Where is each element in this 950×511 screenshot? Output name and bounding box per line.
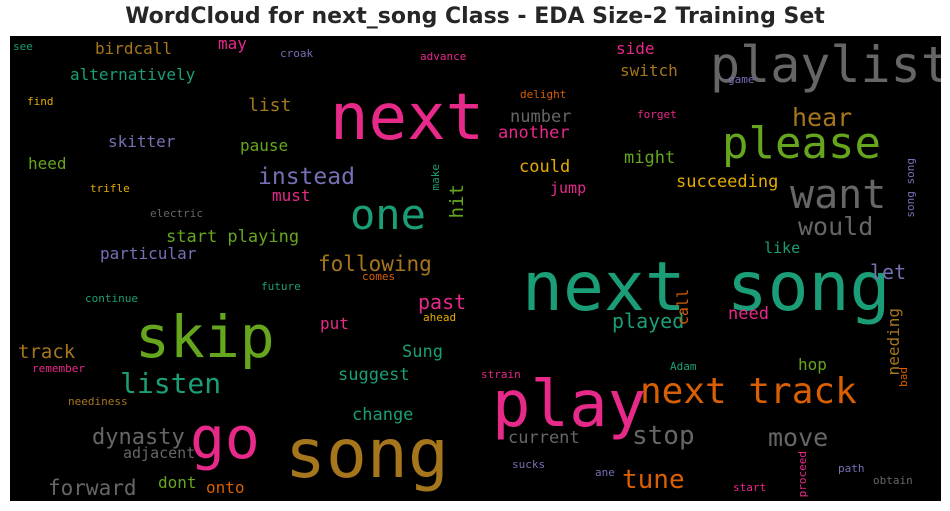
word-electric: electric <box>150 207 203 220</box>
word-particular: particular <box>100 244 197 263</box>
word-birdcall: birdcall <box>95 39 173 58</box>
word-next: next <box>330 81 485 155</box>
word-might: might <box>624 148 676 168</box>
word-must: must <box>272 186 311 205</box>
word-would: would <box>798 212 874 241</box>
word-one: one <box>350 190 426 239</box>
word-see: see <box>13 40 33 53</box>
word-stop: stop <box>632 421 695 451</box>
word-path: path <box>838 462 865 475</box>
word-instead: instead <box>258 164 355 190</box>
word-continue: continue <box>85 292 138 305</box>
word-next-song: next song <box>522 248 891 327</box>
word-ane: ane <box>595 466 615 479</box>
word-like: like <box>764 239 801 257</box>
word-played: played <box>612 309 685 333</box>
word-next-track: next track <box>640 371 857 412</box>
word-start: start <box>733 481 767 494</box>
word-number: number <box>510 107 572 127</box>
word-call: call <box>674 289 692 326</box>
word-game: game <box>728 73 755 86</box>
word-advance: advance <box>420 50 467 63</box>
word-skitter: skitter <box>108 132 176 151</box>
word-start-playing: start playing <box>166 227 300 247</box>
word-strain: strain <box>481 368 521 381</box>
word-skip: skip <box>135 303 275 371</box>
word-list: list <box>248 95 292 116</box>
word-need: need <box>728 304 769 324</box>
word-onto: onto <box>206 478 245 497</box>
word-croak: croak <box>280 47 314 60</box>
word-another: another <box>498 123 570 143</box>
word-please: please <box>722 118 881 169</box>
word-change: change <box>352 405 414 425</box>
word-make: make <box>429 164 442 191</box>
word-delight: delight <box>520 88 567 101</box>
word-past: past <box>418 290 467 314</box>
word-pause: pause <box>240 136 289 155</box>
word-sucks: sucks <box>512 458 546 471</box>
word-may: may <box>218 36 247 53</box>
word-song: song <box>285 415 449 494</box>
word-current: current <box>508 428 580 448</box>
word-sung: Sung <box>402 342 443 362</box>
word-proceed: proceed <box>796 451 809 498</box>
word-following: following <box>318 252 432 276</box>
word-trifle: trifle <box>90 182 130 195</box>
word-put: put <box>320 314 349 333</box>
word-comes: comes <box>362 270 396 283</box>
word-adjacent: adjacent <box>123 444 196 462</box>
word-remember: remember <box>32 362 85 375</box>
word-needing: needing <box>884 308 903 376</box>
word-hear: hear <box>792 103 853 132</box>
word-succeeding: succeeding <box>676 172 779 192</box>
word-song-song: song song <box>904 158 917 218</box>
word-want: want <box>790 172 887 218</box>
word-ahead: ahead <box>423 311 457 324</box>
word-suggest: suggest <box>338 365 410 385</box>
word-adam: Adam <box>670 360 697 373</box>
word-play: play <box>492 368 647 442</box>
word-forward: forward <box>48 476 137 500</box>
word-bad: bad <box>897 367 910 387</box>
word-hit: hit <box>446 184 468 219</box>
wordcloud-canvas: next song song play next skip go playlist pleas… <box>10 36 941 501</box>
word-heed: heed <box>28 154 67 173</box>
chart-title: WordCloud for next_song Class - EDA Size… <box>125 4 825 29</box>
word-track: track <box>18 341 76 363</box>
word-forget: forget <box>637 108 677 121</box>
word-could: could <box>519 157 571 177</box>
word-neediness: neediness <box>68 395 128 408</box>
word-find: find <box>27 95 54 108</box>
word-jump: jump <box>550 179 587 197</box>
word-playlist: playlist <box>710 36 941 94</box>
word-alternatively: alternatively <box>70 65 196 84</box>
word-move: move <box>768 423 829 452</box>
word-hop: hop <box>798 355 827 374</box>
word-obtain: obtain <box>873 474 913 487</box>
word-future: future <box>261 280 301 293</box>
word-tune: tune <box>622 465 685 495</box>
word-switch: switch <box>620 61 678 80</box>
word-listen: listen <box>120 367 222 400</box>
word-dont: dont <box>158 473 197 492</box>
word-side: side <box>616 39 655 58</box>
word-go: go <box>190 404 260 472</box>
word-let: let <box>870 260 907 284</box>
word-dynasty: dynasty <box>92 425 185 450</box>
